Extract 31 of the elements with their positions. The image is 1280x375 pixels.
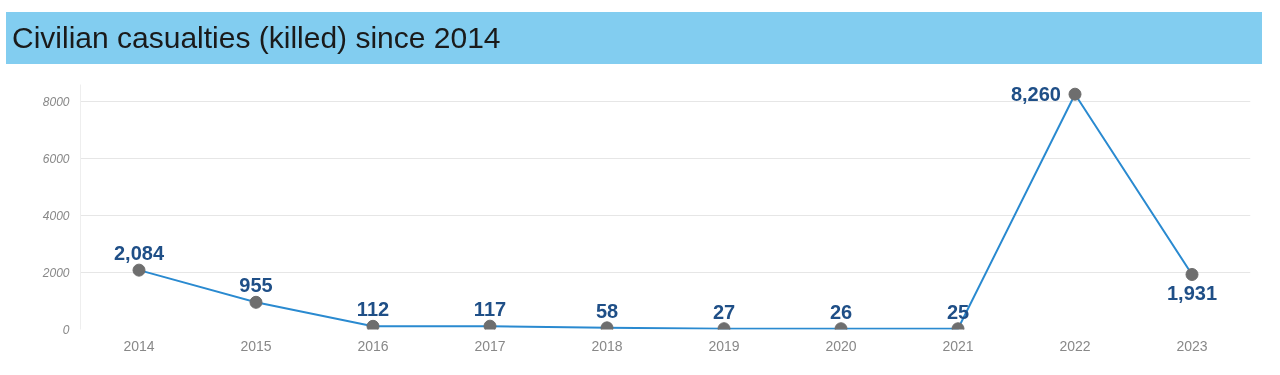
data-label: 2,084 bbox=[113, 242, 165, 265]
x-tick-label: 2017 bbox=[474, 337, 506, 354]
data-label: 1,931 bbox=[1166, 282, 1218, 305]
y-tick-label: 6000 bbox=[42, 152, 70, 167]
x-tick-label: 2019 bbox=[708, 337, 740, 354]
point bbox=[483, 319, 497, 330]
x-tick-label: 2014 bbox=[123, 337, 155, 354]
data-label: 117 bbox=[473, 298, 507, 321]
data-label: 112 bbox=[356, 298, 390, 321]
x-tick-label: 2023 bbox=[1176, 337, 1208, 354]
y-tick-label: 4000 bbox=[42, 209, 70, 224]
y-tick-label: 0 bbox=[62, 323, 70, 337]
data-label: 27 bbox=[712, 300, 736, 323]
x-tick-label: 2016 bbox=[357, 337, 389, 354]
point bbox=[249, 295, 263, 309]
data-label: 955 bbox=[239, 274, 273, 297]
y-tick-label: 8000 bbox=[42, 95, 70, 110]
x-tick-label: 2015 bbox=[240, 337, 272, 354]
data-label: 58 bbox=[595, 299, 619, 322]
point bbox=[1068, 87, 1082, 101]
data-label: 26 bbox=[829, 300, 853, 323]
chart-title: Civilian casualties (killed) since 2014 bbox=[12, 20, 501, 56]
point bbox=[366, 319, 380, 330]
x-tick-label: 2022 bbox=[1059, 337, 1091, 354]
x-tick-label: 2018 bbox=[591, 337, 623, 354]
point bbox=[132, 263, 146, 277]
x-tick-label: 2020 bbox=[825, 337, 857, 354]
x-tick-label: 2021 bbox=[942, 337, 974, 354]
point bbox=[1185, 268, 1199, 281]
y-tick-label: 2000 bbox=[41, 266, 70, 281]
data-label: 8,260 bbox=[1010, 83, 1062, 106]
